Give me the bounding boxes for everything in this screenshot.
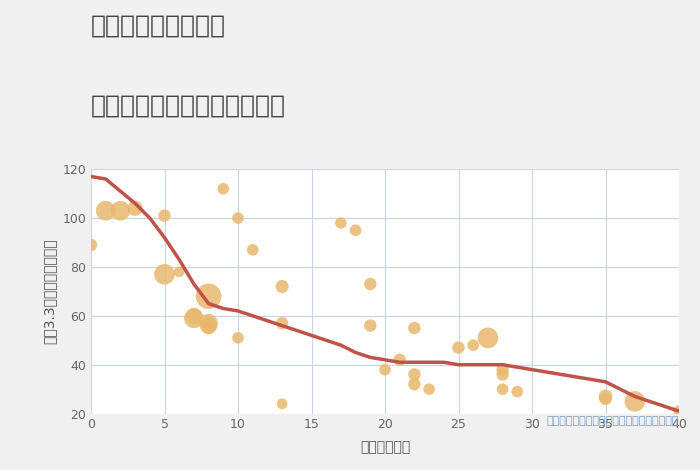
- Point: [497, 385, 508, 393]
- Point: [365, 322, 376, 329]
- Point: [159, 271, 170, 278]
- Point: [335, 219, 346, 227]
- Point: [276, 283, 288, 290]
- Point: [365, 280, 376, 288]
- Point: [453, 344, 464, 352]
- Point: [468, 341, 479, 349]
- Point: [409, 381, 420, 388]
- Point: [130, 204, 141, 212]
- Point: [424, 385, 435, 393]
- Point: [276, 320, 288, 327]
- Point: [115, 207, 126, 214]
- Point: [394, 356, 405, 364]
- Text: 築年数別中古マンション価格: 築年数別中古マンション価格: [91, 94, 286, 118]
- X-axis label: 築年数（年）: 築年数（年）: [360, 440, 410, 454]
- Point: [203, 322, 214, 329]
- Point: [512, 388, 523, 395]
- Point: [203, 320, 214, 327]
- Point: [203, 292, 214, 300]
- Point: [409, 324, 420, 332]
- Point: [188, 312, 199, 320]
- Point: [232, 214, 244, 222]
- Point: [174, 268, 185, 275]
- Point: [629, 398, 641, 405]
- Point: [159, 212, 170, 219]
- Point: [85, 241, 97, 249]
- Point: [600, 393, 611, 400]
- Text: 円の大きさは、取引のあった物件面積を示す: 円の大きさは、取引のあった物件面積を示す: [547, 416, 679, 426]
- Point: [497, 371, 508, 378]
- Point: [188, 314, 199, 322]
- Point: [350, 227, 361, 234]
- Point: [409, 371, 420, 378]
- Point: [218, 185, 229, 193]
- Text: 兵庫県姫路市八家の: 兵庫県姫路市八家の: [91, 14, 226, 38]
- Point: [100, 207, 111, 214]
- Point: [276, 400, 288, 407]
- Point: [497, 366, 508, 373]
- Point: [600, 395, 611, 403]
- Point: [232, 334, 244, 342]
- Point: [482, 334, 493, 342]
- Point: [379, 366, 391, 373]
- Point: [247, 246, 258, 254]
- Point: [203, 324, 214, 332]
- Point: [673, 407, 685, 415]
- Y-axis label: 坪（3.3㎡）単価（万円）: 坪（3.3㎡）単価（万円）: [43, 239, 57, 344]
